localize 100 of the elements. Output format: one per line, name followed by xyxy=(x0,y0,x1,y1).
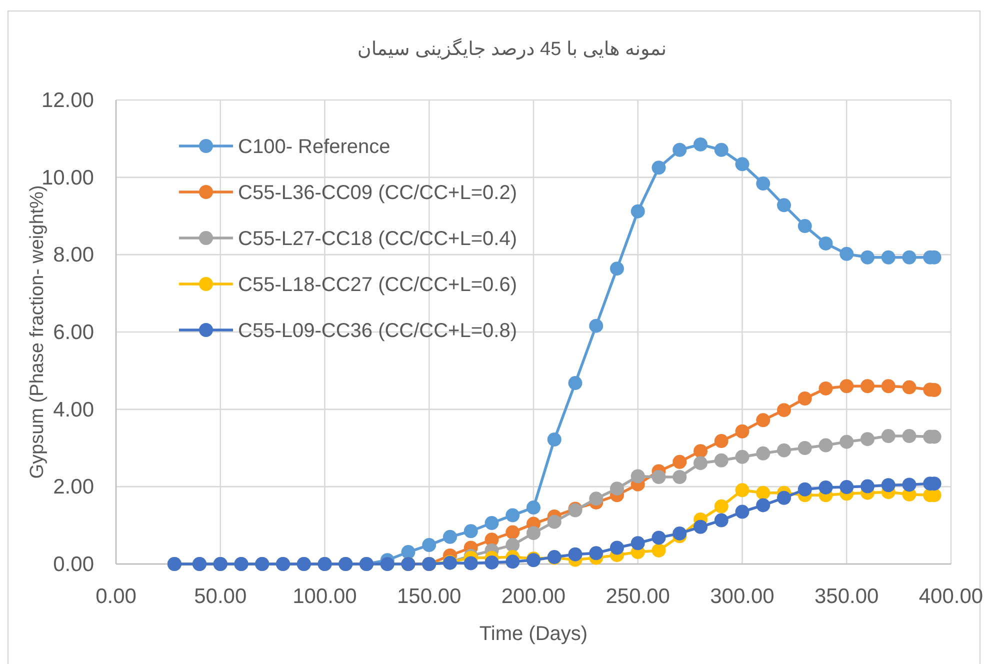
point xyxy=(840,379,854,394)
point xyxy=(881,250,896,264)
x-tick-label: 250.00 xyxy=(606,585,670,608)
legend-label: C100- Reference xyxy=(238,136,390,158)
point xyxy=(714,499,728,514)
point xyxy=(735,504,750,519)
x-axis-title: Time (Days) xyxy=(479,623,588,645)
point xyxy=(860,250,874,264)
y-tick-label: 4.00 xyxy=(53,398,94,422)
point xyxy=(818,480,833,494)
point xyxy=(902,478,916,492)
point xyxy=(818,381,833,396)
point xyxy=(840,480,854,494)
point xyxy=(714,453,728,468)
point xyxy=(735,424,750,438)
x-tick-label: 400.00 xyxy=(918,585,984,608)
point xyxy=(464,524,478,538)
legend-label: C55-L09-CC36 (CC/CC+L=0.8) xyxy=(238,320,518,342)
point xyxy=(902,429,916,444)
point xyxy=(735,483,750,498)
point xyxy=(652,543,666,558)
point xyxy=(798,219,812,234)
point xyxy=(860,479,874,494)
point xyxy=(464,556,478,570)
point xyxy=(589,318,604,333)
point xyxy=(735,450,750,464)
y-tick-label: 12.00 xyxy=(41,89,94,112)
x-tick-label: 200.00 xyxy=(501,585,566,608)
point xyxy=(694,137,708,152)
y-tick-label: 0.00 xyxy=(53,553,94,576)
point xyxy=(798,482,812,496)
point xyxy=(506,538,520,552)
point xyxy=(547,432,562,446)
point xyxy=(506,508,520,522)
point xyxy=(798,392,812,406)
point xyxy=(777,403,791,418)
point xyxy=(902,380,916,394)
point xyxy=(547,514,562,529)
point xyxy=(694,444,708,458)
point xyxy=(630,536,645,550)
point xyxy=(777,443,791,458)
point xyxy=(630,469,645,484)
legend-label: C55-L27-CC18 (CC/CC+L=0.4) xyxy=(238,228,518,250)
point xyxy=(881,379,896,394)
chart-title: نمونه هایی با 45 درصد جایگزینی سیمان xyxy=(357,37,667,60)
point xyxy=(506,554,520,569)
point xyxy=(610,262,624,276)
point xyxy=(714,142,728,157)
point xyxy=(526,500,540,515)
point xyxy=(506,525,520,540)
point xyxy=(694,456,708,470)
point xyxy=(526,526,540,540)
point xyxy=(735,157,750,172)
y-tick-label: 6.00 xyxy=(53,321,94,344)
x-tick-label: 0.00 xyxy=(96,585,136,608)
point xyxy=(777,490,791,505)
y-tick-label: 2.00 xyxy=(53,476,94,499)
point xyxy=(672,470,687,484)
point xyxy=(694,520,708,534)
point xyxy=(610,482,624,496)
point xyxy=(756,486,770,500)
point xyxy=(777,198,791,212)
x-tick-label: 150.00 xyxy=(397,585,462,608)
point xyxy=(756,176,770,191)
point xyxy=(672,142,687,157)
point xyxy=(484,516,499,530)
point xyxy=(589,546,604,560)
point xyxy=(568,547,582,562)
point xyxy=(610,540,624,555)
point xyxy=(652,530,666,545)
point xyxy=(443,530,457,544)
y-tick-label: 8.00 xyxy=(53,244,94,267)
legend-label: C55-L18-CC27 (CC/CC+L=0.6) xyxy=(238,274,518,296)
point xyxy=(902,250,916,264)
point xyxy=(714,513,728,528)
x-tick-label: 50.00 xyxy=(194,585,247,608)
point xyxy=(652,160,666,175)
point xyxy=(401,545,416,560)
point xyxy=(756,446,770,460)
point xyxy=(860,379,874,394)
x-tick-label: 300.00 xyxy=(710,585,774,608)
point xyxy=(568,376,582,390)
point xyxy=(840,434,854,449)
point xyxy=(860,432,874,446)
point xyxy=(589,492,604,506)
legend-label: C55-L36-CC09 (CC/CC+L=0.2) xyxy=(238,182,518,204)
point xyxy=(484,555,499,570)
point xyxy=(652,470,666,484)
x-tick-label: 100.00 xyxy=(292,585,357,608)
point xyxy=(881,478,896,492)
point xyxy=(672,526,687,540)
x-tick-label: 350.00 xyxy=(814,585,879,608)
point xyxy=(798,441,812,455)
point xyxy=(818,438,833,452)
point xyxy=(881,429,896,444)
point xyxy=(756,498,770,512)
point xyxy=(672,454,687,469)
point xyxy=(818,236,833,250)
point xyxy=(422,538,436,552)
point xyxy=(756,413,770,428)
